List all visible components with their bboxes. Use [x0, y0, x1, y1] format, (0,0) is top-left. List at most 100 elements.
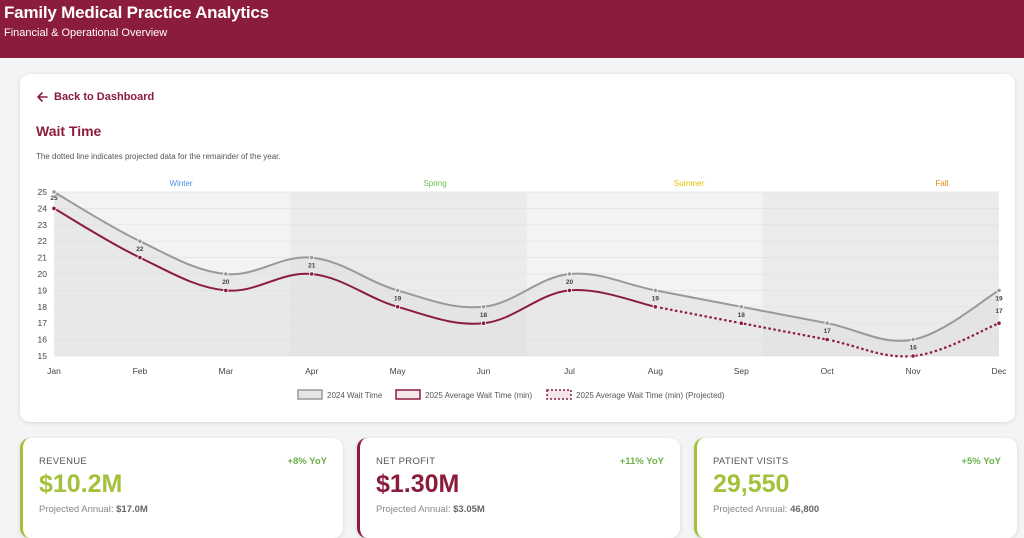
- data-label: 20: [222, 279, 230, 286]
- season-label: Summer: [674, 179, 705, 188]
- back-link-label: Back to Dashboard: [54, 91, 155, 103]
- kpi-value: 29,550: [713, 470, 790, 498]
- series-2024-area: [54, 192, 999, 356]
- y-tick-label: 25: [38, 187, 48, 197]
- app-title: Family Medical Practice Analytics: [4, 3, 269, 22]
- kpi-projected: Projected Annual: 46,800: [713, 504, 819, 515]
- legend-swatch: [297, 389, 323, 400]
- x-tick-label: Nov: [906, 366, 922, 376]
- kpi-value: $10.2M: [39, 470, 123, 498]
- kpi-projected: Projected Annual: $3.05M: [376, 504, 485, 515]
- data-label: 19: [652, 295, 660, 302]
- kpi-yoy: +11% YoY: [619, 456, 664, 467]
- y-tick-label: 18: [38, 302, 48, 312]
- legend-label: 2025 Average Wait Time (min) (Projected): [576, 391, 725, 400]
- app-header: Family Medical Practice Analytics Financ…: [0, 0, 1024, 58]
- data-label: 20: [566, 279, 574, 286]
- data-point: [395, 287, 401, 293]
- kpi-label: PATIENT VISITS: [713, 456, 789, 467]
- data-point: [738, 304, 744, 310]
- data-label: 25: [50, 195, 58, 202]
- x-tick-label: Dec: [991, 366, 1007, 376]
- data-point: [824, 336, 830, 343]
- data-label: 22: [136, 246, 144, 253]
- kpi-yoy: +5% YoY: [961, 456, 1001, 467]
- kpi-card-patient-visits: PATIENT VISITS +5% YoY 29,550 Projected …: [694, 438, 1017, 538]
- y-tick-label: 21: [38, 253, 48, 263]
- data-point: [996, 287, 1002, 293]
- data-point: [223, 287, 229, 293]
- kpi-label: REVENUE: [39, 456, 88, 467]
- data-label: 17: [995, 308, 1003, 315]
- data-point: [824, 320, 830, 326]
- data-point: [137, 255, 143, 261]
- y-tick-label: 15: [38, 351, 48, 361]
- data-point: [738, 320, 744, 326]
- data-label: 18: [738, 312, 746, 319]
- series-line-1: [53, 207, 656, 325]
- x-tick-label: Mar: [218, 366, 233, 376]
- season-label: Fall: [936, 179, 949, 188]
- kpi-projected-label: Projected Annual:: [713, 504, 788, 515]
- y-tick-label: 24: [38, 203, 48, 213]
- y-tick-label: 16: [38, 335, 48, 345]
- x-tick-label: Feb: [133, 366, 148, 376]
- data-point: [51, 189, 57, 195]
- kpi-yoy: +8% YoY: [287, 456, 327, 467]
- app-subtitle: Financial & Operational Overview: [4, 27, 168, 39]
- data-label: 21: [308, 263, 316, 270]
- data-point: [566, 271, 573, 277]
- data-point: [309, 271, 315, 277]
- season-label: Winter: [169, 179, 192, 188]
- kpi-projected-value: $3.05M: [453, 504, 485, 515]
- chart-note: The dotted line indicates projected data…: [36, 152, 281, 161]
- x-tick-label: Jul: [564, 366, 575, 376]
- y-tick-label: 20: [38, 269, 48, 279]
- kpi-projected: Projected Annual: $17.0M: [39, 504, 148, 515]
- data-point: [309, 255, 315, 261]
- data-point: [395, 304, 401, 310]
- data-point: [223, 271, 229, 277]
- data-label: 19: [394, 295, 402, 302]
- x-tick-label: Apr: [305, 366, 318, 376]
- kpi-card-revenue: REVENUE +8% YoY $10.2M Projected Annual:…: [20, 438, 343, 538]
- x-tick-label: Jan: [47, 366, 61, 376]
- chart-card: Back to Dashboard Wait Time The dotted l…: [20, 74, 1015, 422]
- data-point: [652, 304, 658, 310]
- data-point: [51, 205, 57, 211]
- kpi-value: $1.30M: [376, 470, 460, 498]
- x-tick-label: Jun: [477, 366, 491, 376]
- arrow-left-icon: [37, 92, 48, 102]
- data-point: [566, 287, 573, 293]
- data-label: 17: [824, 328, 832, 335]
- legend-swatch: [546, 389, 572, 400]
- season-label: Spring: [423, 179, 446, 188]
- data-point: [480, 320, 487, 326]
- data-label: 19: [995, 295, 1003, 302]
- data-point: [996, 320, 1002, 326]
- x-tick-label: Sep: [734, 366, 749, 376]
- kpi-projected-label: Projected Annual:: [376, 504, 451, 515]
- y-tick-label: 17: [38, 318, 48, 328]
- legend-label: 2024 Wait Time: [327, 391, 383, 400]
- data-label: 18: [480, 312, 488, 319]
- y-tick-label: 19: [38, 285, 48, 295]
- kpi-projected-value: $17.0M: [116, 504, 148, 515]
- page-title: Wait Time: [36, 123, 102, 139]
- kpi-card-net-profit: NET PROFIT +11% YoY $1.30M Projected Ann…: [357, 438, 680, 538]
- x-tick-label: Oct: [821, 366, 835, 376]
- series-line-0: [53, 191, 1000, 342]
- x-tick-label: Aug: [648, 366, 663, 376]
- data-point: [480, 304, 487, 310]
- kpi-projected-label: Projected Annual:: [39, 504, 114, 515]
- data-point: [910, 336, 916, 343]
- y-tick-label: 22: [38, 236, 48, 246]
- data-point: [137, 238, 143, 244]
- data-label: 16: [909, 345, 917, 352]
- legend-swatch: [395, 389, 421, 400]
- x-tick-label: May: [390, 366, 407, 376]
- back-to-dashboard-link[interactable]: Back to Dashboard: [36, 91, 154, 103]
- data-point: [910, 353, 916, 359]
- legend-label: 2025 Average Wait Time (min): [425, 391, 532, 400]
